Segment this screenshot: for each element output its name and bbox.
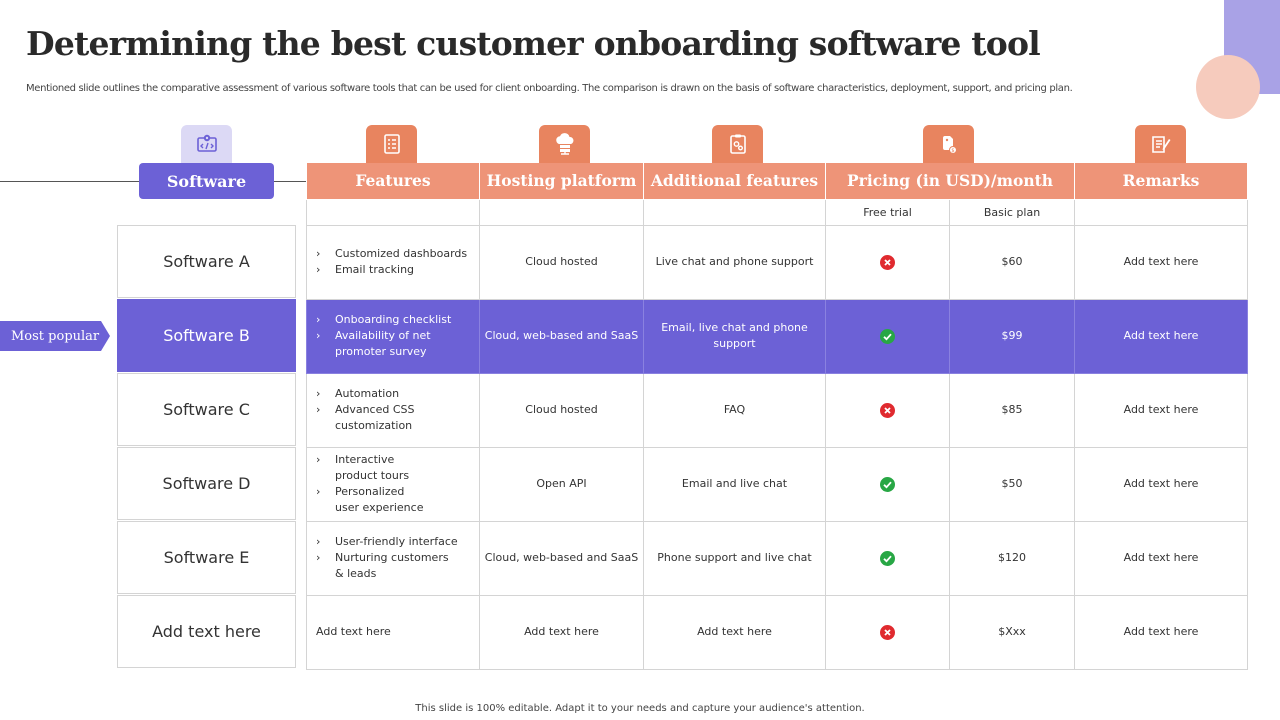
remarks-cell: Add text here xyxy=(1074,446,1249,522)
features-cell: Add text here xyxy=(306,594,480,670)
feature-item: Availability of net promoter survey xyxy=(316,328,479,360)
basic-plan-cell: $85 xyxy=(948,372,1076,448)
feature-item: User-friendly interface xyxy=(316,534,479,550)
svg-text:$: $ xyxy=(951,148,954,154)
remarks-cell: Add text here xyxy=(1074,520,1249,596)
free-trial-cell xyxy=(825,520,950,596)
additional-cell: Email, live chat and phone support xyxy=(643,298,826,374)
additional-cell: Add text here xyxy=(643,594,826,670)
table-subheader-row: Free trial Basic plan xyxy=(306,198,1249,226)
x-circle-icon xyxy=(880,624,895,640)
table-row-highlighted: Onboarding checklist Availability of net… xyxy=(306,298,1249,374)
decorative-circle xyxy=(1196,55,1260,119)
remarks-cell: Add text here xyxy=(1074,298,1249,374)
feature-item: Automation xyxy=(316,386,479,402)
code-gear-icon xyxy=(181,125,232,163)
basic-plan-cell: $Xxx xyxy=(948,594,1076,670)
features-cell: User-friendly interface Nurturing custom… xyxy=(306,520,480,596)
column-header-features: Features xyxy=(306,163,480,200)
free-trial-cell xyxy=(825,224,950,300)
additional-cell: Email and live chat xyxy=(643,446,826,522)
remarks-cell: Add text here xyxy=(1074,224,1249,300)
subheader-basic-plan: Basic plan xyxy=(948,198,1076,226)
feature-item: Advanced CSS customization xyxy=(316,402,479,434)
software-name-b: Software B xyxy=(117,299,296,372)
free-trial-cell xyxy=(825,446,950,522)
feature-item: Email tracking xyxy=(316,262,479,278)
basic-plan-cell: $60 xyxy=(948,224,1076,300)
clipboard-gear-icon xyxy=(712,125,763,163)
basic-plan-cell: $99 xyxy=(948,298,1076,374)
page-title: Determining the best customer onboarding… xyxy=(26,24,1041,63)
table-row: User-friendly interface Nurturing custom… xyxy=(306,520,1249,596)
table-row: Customized dashboards Email tracking Clo… xyxy=(306,224,1249,300)
software-name-e: Software E xyxy=(117,521,296,594)
free-trial-cell xyxy=(825,594,950,670)
table-row: Automation Advanced CSS customization Cl… xyxy=(306,372,1249,448)
features-cell: Customized dashboards Email tracking xyxy=(306,224,480,300)
software-name-c: Software C xyxy=(117,373,296,446)
column-header-pricing: Pricing (in USD)/month xyxy=(824,163,1076,200)
cloud-server-icon xyxy=(539,125,590,163)
free-trial-cell xyxy=(825,372,950,448)
table-header-row: Features Hosting platform Additional fea… xyxy=(306,163,1249,200)
feature-item: Onboarding checklist xyxy=(316,312,479,328)
footer-note: This slide is 100% editable. Adapt it to… xyxy=(415,703,865,714)
check-circle-icon xyxy=(880,328,895,344)
features-cell: Onboarding checklist Availability of net… xyxy=(306,298,480,374)
free-trial-cell xyxy=(825,298,950,374)
page-subtitle: Mentioned slide outlines the comparative… xyxy=(26,83,1073,94)
additional-cell: Live chat and phone support xyxy=(643,224,826,300)
software-name-a: Software A xyxy=(117,225,296,298)
checklist-icon xyxy=(366,125,417,163)
check-circle-icon xyxy=(880,476,895,492)
features-cell: Interactive product tours Personalized u… xyxy=(306,446,480,522)
feature-item: Customized dashboards xyxy=(316,246,479,262)
column-header-hosting: Hosting platform xyxy=(479,163,644,200)
hosting-cell: Cloud hosted xyxy=(479,372,644,448)
column-header-additional: Additional features xyxy=(643,163,826,200)
additional-cell: Phone support and live chat xyxy=(643,520,826,596)
basic-plan-cell: $50 xyxy=(948,446,1076,522)
hosting-cell: Open API xyxy=(479,446,644,522)
comparison-table: Features Hosting platform Additional fea… xyxy=(306,163,1249,670)
features-cell: Automation Advanced CSS customization xyxy=(306,372,480,448)
column-header-remarks: Remarks xyxy=(1074,163,1249,200)
feature-item: Nurturing customers & leads xyxy=(316,550,455,582)
table-row: Interactive product tours Personalized u… xyxy=(306,446,1249,522)
hosting-cell: Cloud, web-based and SaaS xyxy=(479,298,644,374)
software-header: Software xyxy=(139,163,274,199)
hosting-cell: Cloud, web-based and SaaS xyxy=(479,520,644,596)
remarks-cell: Add text here xyxy=(1074,372,1249,448)
hosting-cell: Cloud hosted xyxy=(479,224,644,300)
notes-icon xyxy=(1135,125,1186,163)
additional-cell: FAQ xyxy=(643,372,826,448)
software-name-placeholder: Add text here xyxy=(117,595,296,668)
subheader-free-trial: Free trial xyxy=(825,198,950,226)
x-circle-icon xyxy=(880,402,895,418)
table-row: Add text here Add text here Add text her… xyxy=(306,594,1249,670)
basic-plan-cell: $120 xyxy=(948,520,1076,596)
hosting-cell: Add text here xyxy=(479,594,644,670)
check-circle-icon xyxy=(880,550,895,566)
most-popular-tag: Most popular xyxy=(0,321,110,351)
remarks-cell: Add text here xyxy=(1074,594,1249,670)
feature-item: Interactive product tours xyxy=(316,452,415,484)
price-tag-icon: $ xyxy=(923,125,974,163)
x-circle-icon xyxy=(880,254,895,270)
software-name-d: Software D xyxy=(117,447,296,520)
feature-item: Personalized user experience xyxy=(316,484,425,516)
